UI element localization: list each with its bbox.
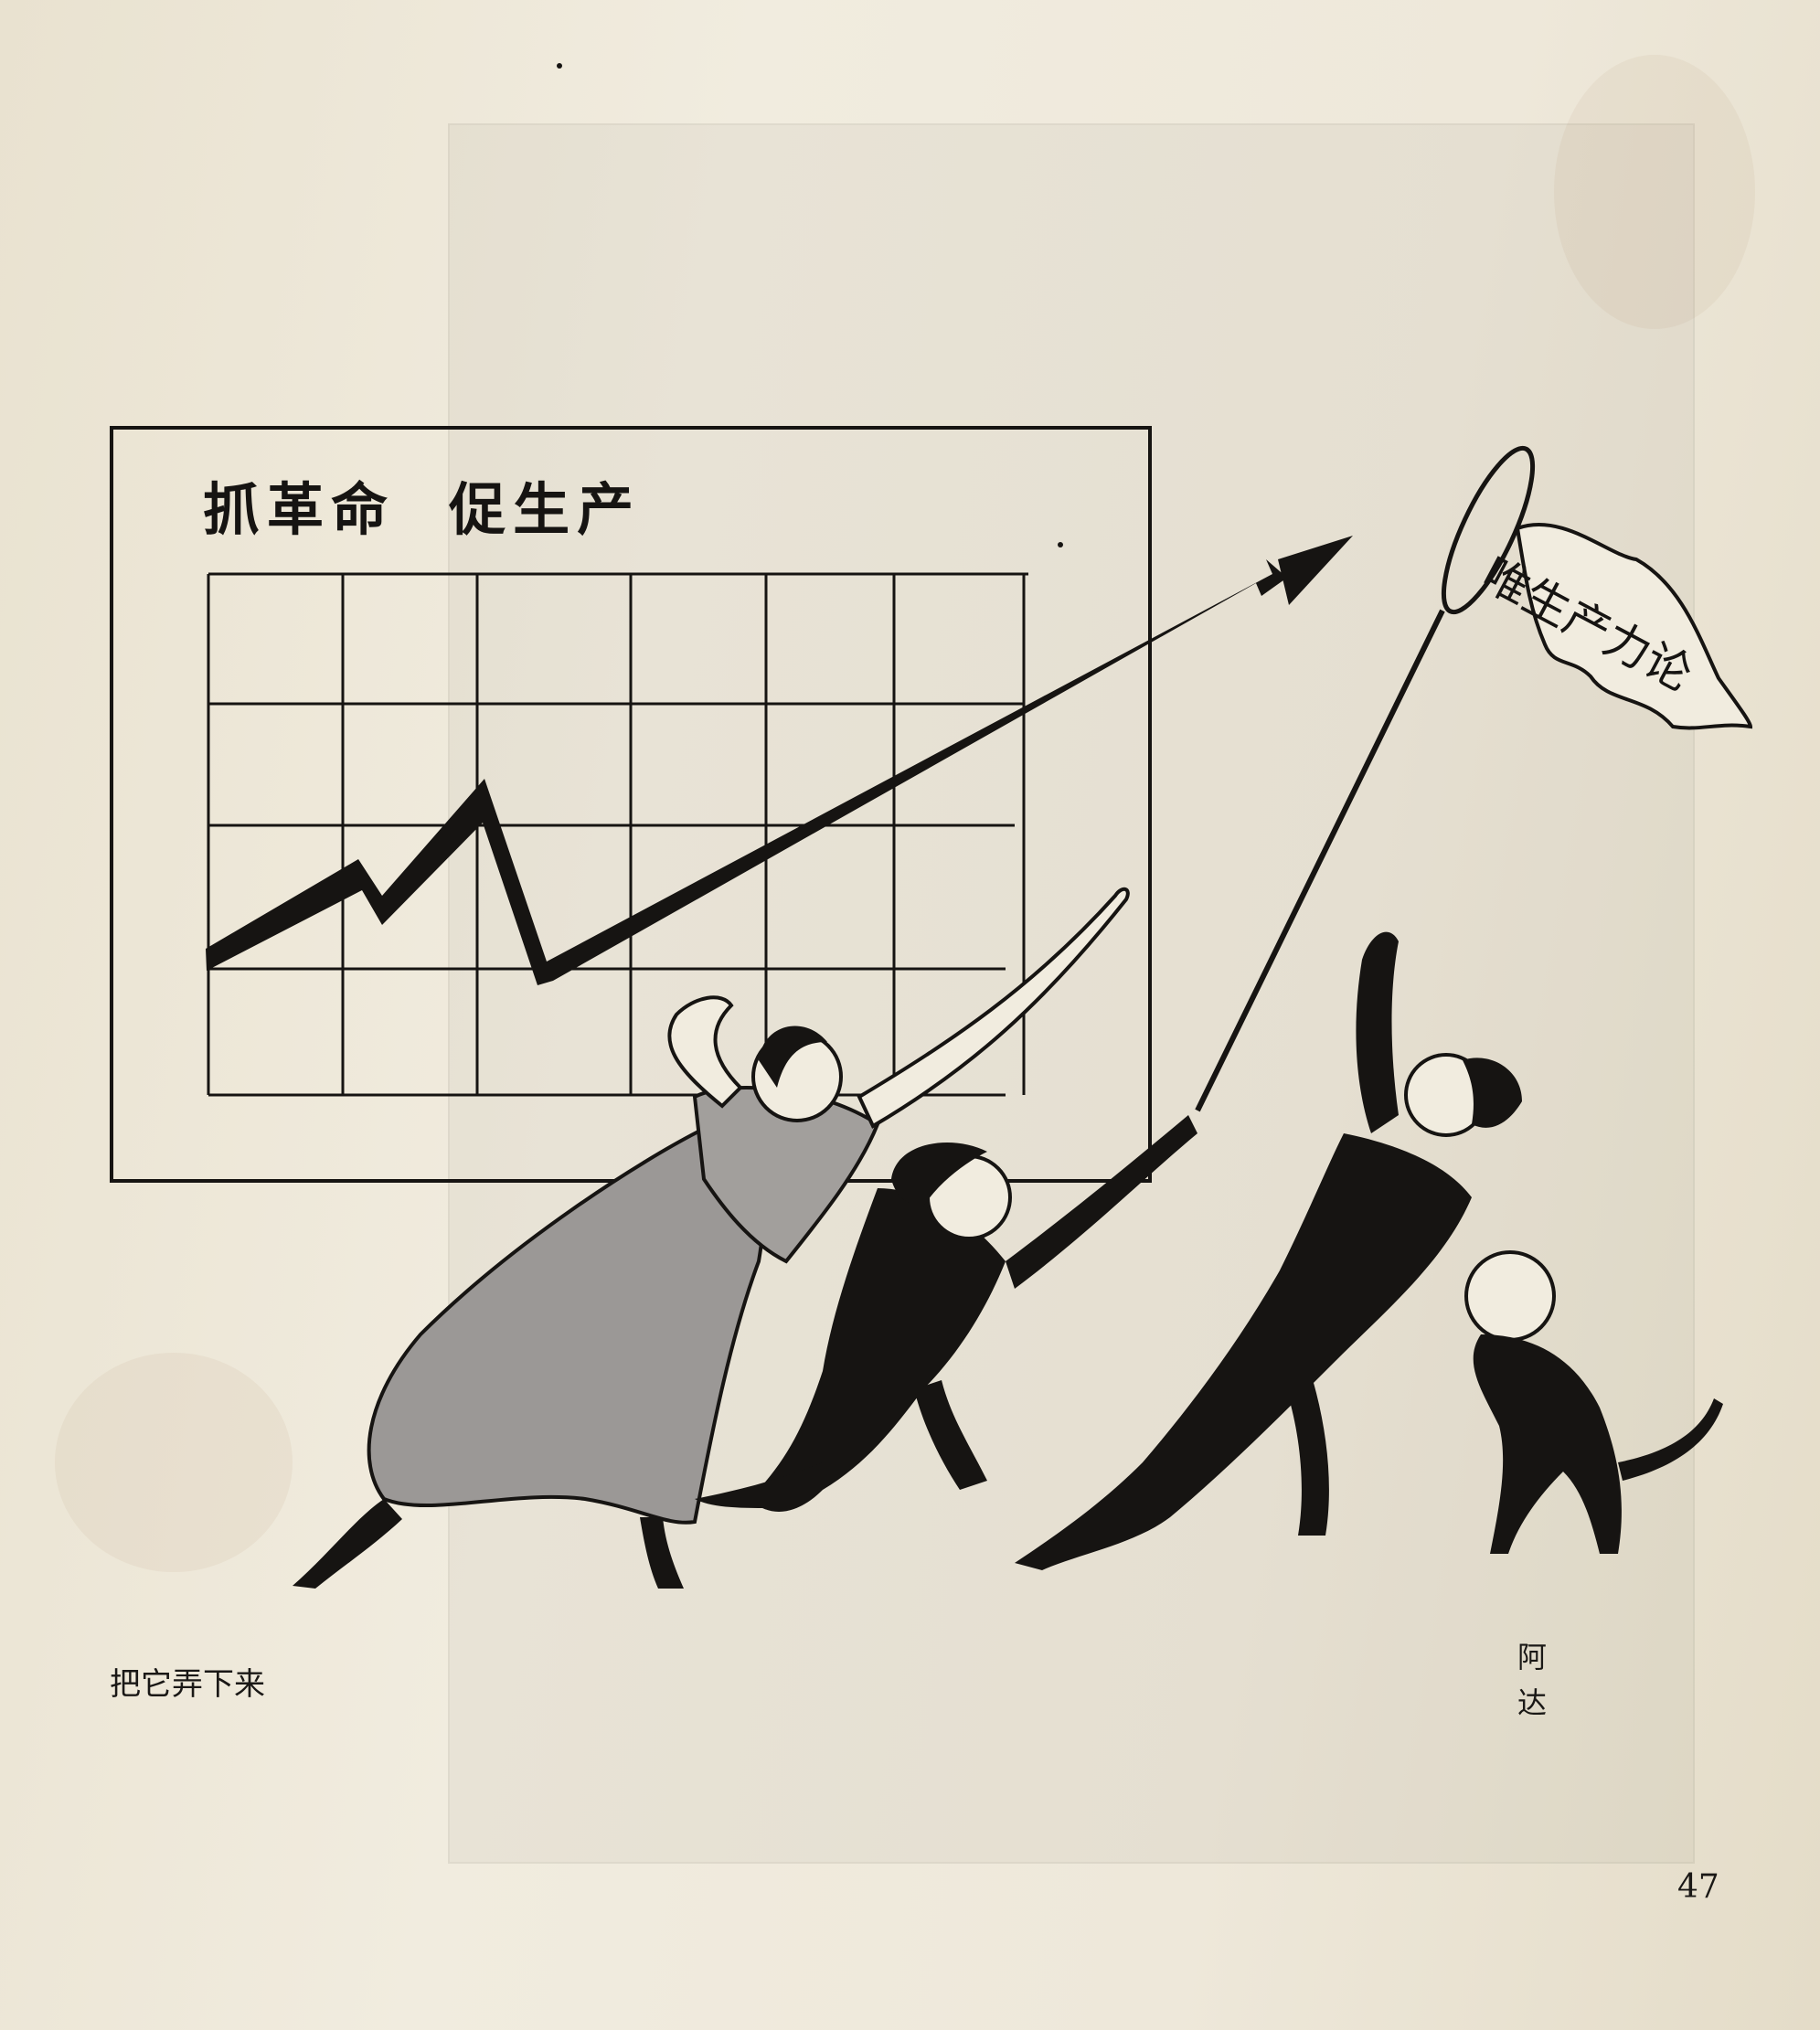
dog-body [1473,1334,1622,1554]
woman-figure [293,887,1130,1589]
board-title: 抓革命 促生产 [203,476,642,543]
man-with-pole-figure [695,1115,1197,1512]
paper-stain [55,1353,293,1572]
tall-man-hair [1463,1058,1522,1128]
rising-arrow [206,559,1287,985]
page-number: 47 [1677,1868,1719,1906]
man-body [750,1188,1006,1512]
woman-leg-front [640,1517,684,1589]
woman-arm-bent [667,995,743,1109]
net-pole [1195,609,1445,1112]
dog-figure [1464,1250,1723,1554]
net-hoop [1441,445,1536,615]
woman-leg-back [293,1499,402,1589]
tall-man-arm [1356,931,1399,1133]
man-arm [1006,1115,1197,1289]
paper-stain [1554,55,1755,329]
tall-man-figure [1015,931,1522,1570]
flag [1515,522,1753,730]
man-hair [891,1143,987,1206]
man-leg-front [914,1380,987,1490]
man-leg-back [695,1462,823,1508]
tall-man-body [1015,1133,1472,1570]
cartoon-caption: 把它弄下来 [110,1666,265,1703]
woman-hair [759,1026,827,1088]
artist-credit: 阿 达 [1517,1640,1571,1720]
arrow-head [1278,536,1353,605]
woman-dress [367,1126,766,1525]
tall-man-leg [1280,1362,1329,1536]
ink-speck [1058,542,1063,547]
woman-arm-raised [857,887,1130,1129]
board-grid [207,572,1028,1097]
dog-tail [1618,1398,1723,1481]
ink-speck [557,63,562,69]
dog-head [1464,1250,1556,1342]
